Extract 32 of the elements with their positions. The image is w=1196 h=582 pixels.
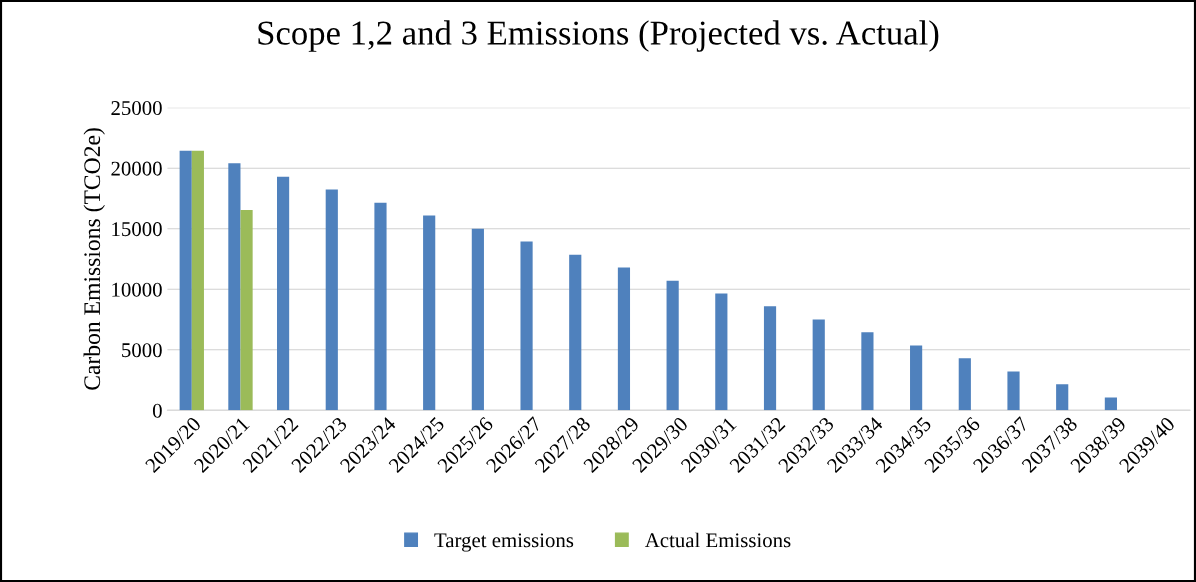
bar <box>423 215 436 411</box>
bar <box>520 241 533 411</box>
y-tick-label: 5000 <box>122 343 162 358</box>
bar <box>471 228 484 411</box>
y-axis-title: Carbon Emissions (TCO2e) <box>83 128 105 390</box>
bar <box>277 176 290 411</box>
bar <box>958 358 971 411</box>
bar <box>666 280 679 411</box>
y-tick-label: 0 <box>152 403 162 418</box>
bar <box>715 293 728 411</box>
chart-title: Scope 1,2 and 3 Emissions (Projected vs. Actual) <box>258 20 939 52</box>
bar <box>240 209 253 411</box>
bar <box>191 150 204 411</box>
bar <box>374 202 387 411</box>
bar <box>228 163 241 411</box>
bar <box>325 189 338 411</box>
bar <box>1056 384 1069 411</box>
bar <box>812 319 825 411</box>
y-tick-label: 15000 <box>112 222 162 237</box>
legend-label: Actual Emissions <box>644 532 791 548</box>
bar <box>763 306 777 411</box>
bar <box>910 345 923 411</box>
y-tick-label: 20000 <box>111 161 162 176</box>
bar <box>861 332 874 411</box>
bar <box>1104 397 1117 411</box>
bar <box>569 254 582 411</box>
y-tick-label: 25000 <box>111 101 162 116</box>
bar <box>1007 371 1020 411</box>
legend-label: Target emissions <box>434 533 574 552</box>
bar <box>617 267 631 411</box>
y-tick-label: 10000 <box>112 282 162 297</box>
bar <box>179 150 192 411</box>
